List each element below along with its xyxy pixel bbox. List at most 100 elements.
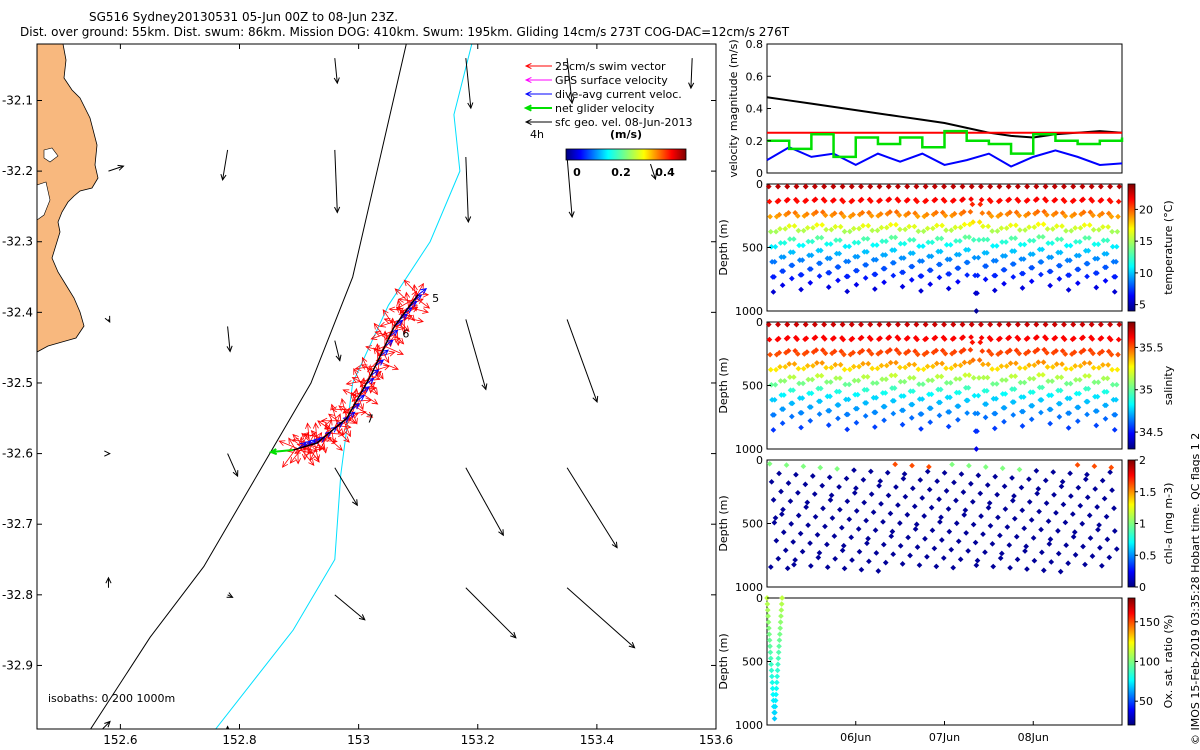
- data-point: [936, 496, 942, 503]
- data-point: [1070, 321, 1077, 328]
- data-point: [1108, 213, 1115, 220]
- colorbar-label: salinity: [1162, 365, 1175, 405]
- section-ytick-label: 0: [756, 316, 763, 329]
- swim-vector: [282, 449, 296, 468]
- dac-vector-head: [342, 416, 350, 423]
- data-point: [818, 247, 824, 254]
- data-point: [943, 379, 950, 386]
- data-point: [896, 350, 903, 356]
- data-point: [1116, 321, 1123, 328]
- data-point: [887, 347, 893, 353]
- swim-vector-head: [422, 308, 429, 314]
- data-point: [836, 388, 843, 395]
- data-point: [934, 373, 941, 380]
- data-point: [804, 349, 810, 355]
- isobaths-label: isobaths: 0 200 1000m: [48, 692, 175, 705]
- data-point: [840, 542, 847, 549]
- data-point: [983, 263, 990, 269]
- data-point: [815, 554, 822, 561]
- colorbar-tick-label: 35: [1139, 384, 1153, 397]
- data-point: [819, 209, 826, 215]
- data-point: [1090, 350, 1096, 357]
- data-point: [878, 224, 885, 231]
- data-point: [777, 240, 784, 246]
- data-point: [919, 258, 926, 264]
- data-point: [1047, 406, 1054, 413]
- swim-vector-head: [335, 413, 342, 421]
- data-point: [843, 475, 850, 482]
- data-point: [1030, 251, 1036, 258]
- data-point: [868, 468, 874, 475]
- data-point: [953, 238, 959, 244]
- data-point: [823, 241, 830, 247]
- data-point: [879, 376, 885, 383]
- data-point: [987, 321, 994, 328]
- data-point: [772, 703, 779, 710]
- data-point: [953, 376, 959, 382]
- data-point: [960, 196, 966, 203]
- colorbar-tick-label: 15: [1139, 235, 1153, 248]
- data-point: [800, 463, 807, 470]
- data-point: [1074, 280, 1081, 287]
- swim-vector-head: [343, 436, 350, 443]
- data-point: [1106, 554, 1113, 561]
- data-point: [948, 365, 955, 372]
- map-ytick-label: -32.7: [2, 517, 33, 531]
- swim-vector: [288, 438, 296, 450]
- data-point: [844, 498, 851, 505]
- data-point: [796, 242, 802, 249]
- data-point: [858, 334, 865, 341]
- colorbar-unit: (m/s): [610, 128, 642, 141]
- swim-vector-head: [338, 431, 345, 437]
- data-point: [772, 697, 779, 704]
- data-point: [1115, 213, 1121, 220]
- data-point: [1103, 513, 1110, 520]
- swim-vector-head: [370, 385, 378, 392]
- sfc-vector: [566, 156, 573, 218]
- sfc-vector: [227, 326, 231, 352]
- data-point: [858, 183, 864, 190]
- data-point: [1070, 511, 1076, 517]
- data-point: [966, 359, 973, 366]
- legend-arrow-head: [524, 90, 532, 98]
- data-point: [895, 321, 901, 328]
- data-point: [1104, 536, 1111, 543]
- swim-vector-head: [389, 317, 396, 325]
- swim-vector-head: [393, 336, 401, 343]
- data-point: [765, 619, 772, 625]
- swim-vector: [379, 351, 395, 357]
- data-point: [1099, 210, 1106, 217]
- data-point: [1084, 398, 1091, 405]
- data-point: [971, 254, 978, 261]
- colorbar-label: Ox. sat. ratio (%): [1162, 615, 1175, 709]
- swim-vector: [307, 432, 316, 447]
- data-point: [965, 548, 971, 554]
- data-point: [864, 249, 870, 255]
- legend-arrow-head: [524, 76, 532, 84]
- data-point: [1116, 183, 1123, 190]
- swim-vector-head: [372, 388, 378, 396]
- data-point: [957, 224, 964, 231]
- data-point: [848, 321, 855, 328]
- swim-vector-head: [295, 458, 302, 465]
- sfc-vector-head: [611, 541, 618, 549]
- section-ylabel: Depth (m): [717, 219, 730, 275]
- data-point: [1017, 379, 1024, 386]
- data-point: [941, 198, 948, 204]
- sfc-vector: [465, 587, 517, 639]
- data-point: [919, 396, 926, 402]
- data-point: [1073, 376, 1079, 383]
- data-point: [932, 183, 938, 190]
- data-point: [1057, 262, 1063, 269]
- data-point: [920, 243, 926, 250]
- data-point: [1045, 518, 1052, 525]
- data-point: [1045, 378, 1051, 384]
- data-point: [865, 360, 872, 367]
- data-point: [844, 426, 851, 433]
- data-point: [773, 366, 779, 373]
- data-point: [1063, 228, 1069, 234]
- data-point: [1098, 183, 1104, 190]
- data-point: [1115, 198, 1122, 205]
- data-point: [865, 222, 872, 229]
- swim-vector-head: [289, 457, 296, 464]
